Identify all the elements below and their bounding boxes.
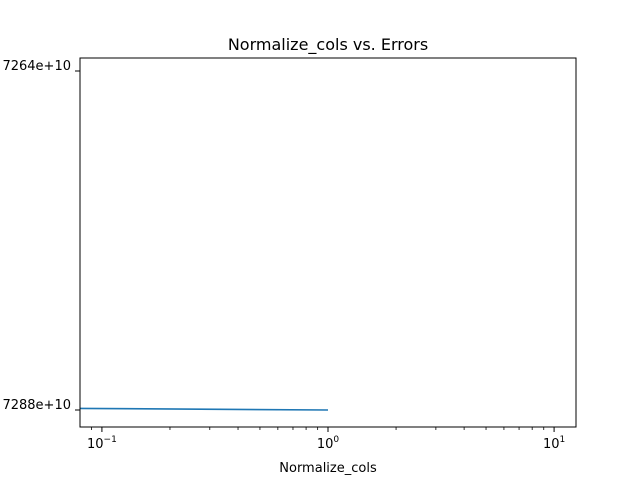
series-line <box>79 407 329 411</box>
x-tick-exponent: 1 <box>559 435 565 445</box>
x-tick-base: 10 <box>317 437 334 452</box>
x-tick-base: 10 <box>87 437 104 452</box>
x-tick-base: 10 <box>543 437 560 452</box>
y-axis-ticks: 7264e+10 7288e+10 <box>2 59 80 413</box>
y-tick-label: 7264e+10 <box>2 59 71 74</box>
x-axis-ticks: 10−1 100 101 <box>87 427 565 452</box>
x-tick-exponent: 0 <box>333 435 339 445</box>
plot-area <box>79 407 329 411</box>
x-tick-label: 100 <box>317 435 340 452</box>
y-tick-label: 7288e+10 <box>2 398 71 413</box>
x-axis-label: Normalize_cols <box>279 461 377 476</box>
chart-title: Normalize_cols vs. Errors <box>228 35 428 55</box>
x-tick-label: 101 <box>543 435 565 452</box>
x-tick-exponent: −1 <box>104 435 117 445</box>
x-tick-label: 10−1 <box>87 435 117 452</box>
